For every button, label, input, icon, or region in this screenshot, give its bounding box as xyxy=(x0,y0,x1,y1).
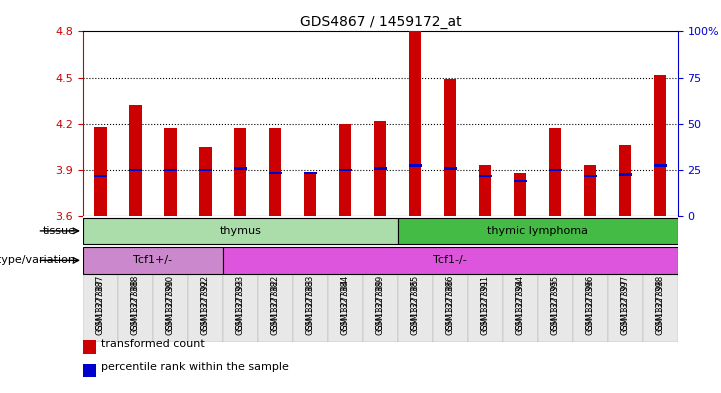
Bar xyxy=(94,175,107,177)
Text: GSM1327391: GSM1327391 xyxy=(481,275,490,331)
FancyBboxPatch shape xyxy=(398,218,678,244)
Text: Tcf1+/-: Tcf1+/- xyxy=(133,255,172,265)
Text: GSM1327392: GSM1327392 xyxy=(201,278,210,334)
Bar xyxy=(653,164,667,167)
Bar xyxy=(128,169,142,171)
Text: GSM1327398: GSM1327398 xyxy=(655,278,665,335)
Text: GSM1327387: GSM1327387 xyxy=(96,278,105,335)
Title: GDS4867 / 1459172_at: GDS4867 / 1459172_at xyxy=(299,15,461,29)
Bar xyxy=(164,169,177,171)
Text: GSM1327389: GSM1327389 xyxy=(376,278,385,335)
Text: thymic lymphoma: thymic lymphoma xyxy=(487,226,588,236)
Text: GSM1327386: GSM1327386 xyxy=(446,278,455,335)
Bar xyxy=(654,75,666,216)
Text: GSM1327386: GSM1327386 xyxy=(446,275,455,331)
Text: GSM1327383: GSM1327383 xyxy=(306,275,315,331)
Text: tissue: tissue xyxy=(43,226,76,236)
Text: percentile rank within the sample: percentile rank within the sample xyxy=(101,362,289,373)
Bar xyxy=(479,165,492,216)
Bar xyxy=(549,129,562,216)
FancyBboxPatch shape xyxy=(608,275,642,342)
Text: GSM1327383: GSM1327383 xyxy=(306,278,315,335)
Bar xyxy=(234,129,247,216)
Bar xyxy=(373,167,387,170)
Text: GSM1327397: GSM1327397 xyxy=(621,278,629,335)
Text: GSM1327382: GSM1327382 xyxy=(271,278,280,335)
Text: GSM1327393: GSM1327393 xyxy=(236,278,245,335)
FancyBboxPatch shape xyxy=(188,275,223,342)
Text: GSM1327385: GSM1327385 xyxy=(411,275,420,331)
Text: genotype/variation: genotype/variation xyxy=(0,255,76,265)
Text: GSM1327397: GSM1327397 xyxy=(621,275,629,331)
Text: transformed count: transformed count xyxy=(101,339,205,349)
Text: GSM1327398: GSM1327398 xyxy=(655,275,665,331)
Bar xyxy=(199,147,211,216)
Bar xyxy=(339,124,351,216)
Text: GSM1327382: GSM1327382 xyxy=(271,275,280,331)
Bar xyxy=(549,169,562,171)
FancyBboxPatch shape xyxy=(538,275,572,342)
Bar xyxy=(479,175,492,177)
FancyBboxPatch shape xyxy=(153,275,188,342)
Bar xyxy=(583,175,597,177)
FancyBboxPatch shape xyxy=(642,275,678,342)
Bar xyxy=(234,167,247,170)
FancyBboxPatch shape xyxy=(118,275,153,342)
Bar xyxy=(304,173,317,216)
Text: GSM1327394: GSM1327394 xyxy=(516,278,525,334)
Bar xyxy=(514,173,526,216)
Bar xyxy=(619,173,632,176)
Text: Tcf1-/-: Tcf1-/- xyxy=(433,255,467,265)
FancyBboxPatch shape xyxy=(572,275,608,342)
Bar xyxy=(513,180,527,182)
FancyBboxPatch shape xyxy=(398,275,433,342)
Bar xyxy=(443,167,457,170)
Text: GSM1327394: GSM1327394 xyxy=(516,275,525,331)
FancyBboxPatch shape xyxy=(468,275,503,342)
Text: GSM1327384: GSM1327384 xyxy=(341,275,350,331)
FancyBboxPatch shape xyxy=(328,275,363,342)
Bar xyxy=(619,145,632,216)
FancyBboxPatch shape xyxy=(83,218,398,244)
FancyBboxPatch shape xyxy=(83,247,223,274)
Bar xyxy=(164,129,177,216)
Text: GSM1327396: GSM1327396 xyxy=(585,278,595,335)
Text: GSM1327385: GSM1327385 xyxy=(411,278,420,335)
FancyBboxPatch shape xyxy=(503,275,538,342)
Text: GSM1327390: GSM1327390 xyxy=(166,278,175,334)
Bar xyxy=(374,121,386,216)
Text: GSM1327393: GSM1327393 xyxy=(236,275,245,331)
Text: GSM1327396: GSM1327396 xyxy=(585,275,595,331)
Text: GSM1327384: GSM1327384 xyxy=(341,278,350,335)
Bar xyxy=(129,105,141,216)
Text: GSM1327390: GSM1327390 xyxy=(166,275,175,331)
FancyBboxPatch shape xyxy=(223,275,258,342)
Text: thymus: thymus xyxy=(219,226,261,236)
Bar xyxy=(94,127,107,216)
Text: GSM1327395: GSM1327395 xyxy=(551,278,559,334)
Text: GSM1327388: GSM1327388 xyxy=(131,275,140,331)
Bar xyxy=(269,172,282,174)
Bar xyxy=(584,165,596,216)
Text: GSM1327389: GSM1327389 xyxy=(376,275,385,331)
Text: GSM1327392: GSM1327392 xyxy=(201,275,210,331)
Bar xyxy=(269,129,281,216)
Text: GSM1327395: GSM1327395 xyxy=(551,275,559,331)
FancyBboxPatch shape xyxy=(433,275,468,342)
Bar xyxy=(304,172,317,174)
Text: GSM1327387: GSM1327387 xyxy=(96,275,105,331)
Bar xyxy=(199,169,212,171)
Bar xyxy=(339,169,352,171)
Bar xyxy=(444,79,456,216)
FancyBboxPatch shape xyxy=(293,275,328,342)
Text: GSM1327391: GSM1327391 xyxy=(481,278,490,334)
FancyBboxPatch shape xyxy=(363,275,398,342)
FancyBboxPatch shape xyxy=(258,275,293,342)
FancyBboxPatch shape xyxy=(223,247,678,274)
Bar xyxy=(410,31,422,216)
FancyBboxPatch shape xyxy=(83,275,118,342)
Bar xyxy=(409,164,422,167)
Text: GSM1327388: GSM1327388 xyxy=(131,278,140,335)
